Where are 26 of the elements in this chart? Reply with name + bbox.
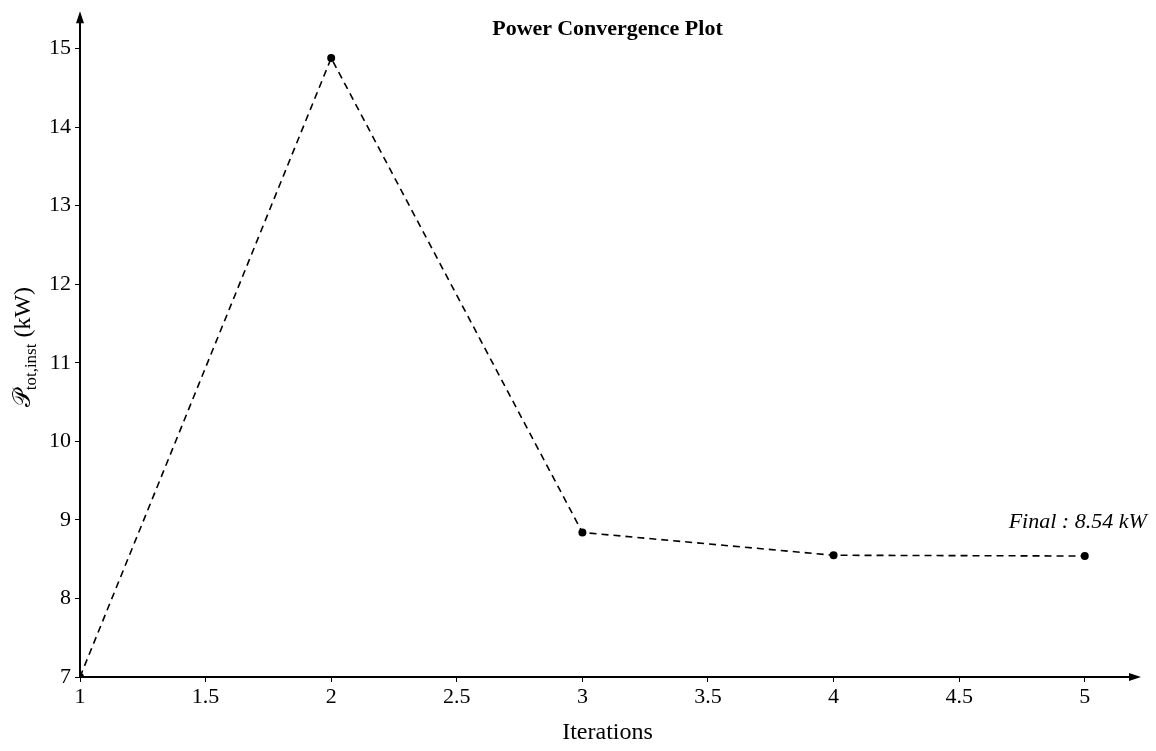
y-tick-label: 14 <box>49 112 71 138</box>
y-tick-label: 15 <box>49 34 71 60</box>
x-tick-label: 3.5 <box>694 682 722 708</box>
x-tick-label: 4.5 <box>945 682 973 708</box>
x-tick-label: 4 <box>828 682 840 708</box>
y-tick-label: 13 <box>49 191 71 217</box>
y-tick-label: 10 <box>49 427 71 453</box>
annotation: Final : 8.54 kW <box>1007 508 1149 534</box>
x-tick-label: 1.5 <box>191 682 220 708</box>
chart-title: Power Convergence Plot <box>492 14 724 40</box>
x-tick-label: 1 <box>74 682 86 708</box>
y-tick-label: 7 <box>60 662 71 688</box>
point <box>327 54 336 63</box>
point <box>829 551 838 560</box>
x-axis-title: Iterations <box>562 717 653 744</box>
x-tick-label: 2.5 <box>443 682 471 708</box>
point <box>1080 552 1089 561</box>
x-tick-label: 3 <box>576 682 588 708</box>
y-tick-label: 8 <box>60 584 71 610</box>
x-tick-label: 5 <box>1079 682 1091 708</box>
y-tick-label: 11 <box>49 348 71 374</box>
y-axis-title: 𝒫tot,inst (kW) <box>9 286 40 408</box>
y-tick-label: 9 <box>60 505 71 531</box>
x-tick-label: 2 <box>325 682 337 708</box>
point <box>578 528 587 537</box>
y-tick-label: 12 <box>49 270 71 296</box>
